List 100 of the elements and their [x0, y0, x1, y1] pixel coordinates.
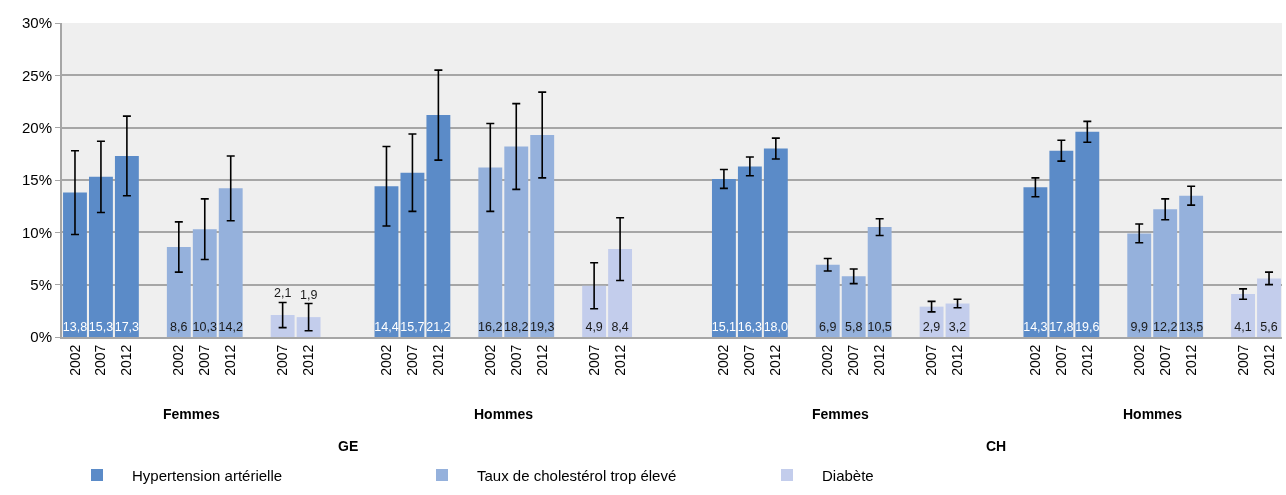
x-tick-label: 2012	[118, 344, 135, 376]
x-tick-label: 2002	[378, 344, 395, 376]
data-label: 16,2	[478, 320, 503, 334]
data-label: 6,9	[819, 320, 837, 334]
x-tick-label: 2012	[533, 344, 550, 376]
text: Femmes	[163, 406, 221, 422]
x-tick-label: 2002	[1130, 344, 1147, 376]
bar	[841, 276, 866, 337]
bar	[218, 188, 243, 337]
data-label: 4,9	[585, 320, 603, 334]
bar	[504, 146, 529, 337]
bar	[1257, 278, 1281, 337]
legend-label: Diabète	[822, 466, 874, 484]
bar	[1179, 195, 1204, 337]
bar	[270, 315, 295, 337]
x-tick-label: 2007	[274, 344, 291, 376]
bar	[63, 192, 87, 337]
x-tick-label: 2007	[741, 344, 758, 376]
x-tick-label: 2012	[871, 344, 888, 376]
y-tick-label: 15%	[21, 171, 52, 189]
legend-label: Taux de cholestérol trop élevé	[477, 466, 677, 484]
y-tick-label: 25%	[21, 66, 52, 84]
data-label: 15,3	[88, 320, 114, 334]
data-label: 18,0	[763, 320, 789, 334]
x-tick-label: 2002	[481, 344, 498, 376]
data-label: 10,5	[867, 320, 892, 334]
x-tick-label: 2002	[715, 344, 732, 376]
x-tick-label: 2007	[196, 344, 213, 376]
data-label: 12,2	[1153, 320, 1178, 334]
x-tick-label: 2012	[1078, 344, 1095, 376]
x-tick-label: 2002	[1026, 344, 1043, 376]
bar	[426, 115, 451, 337]
bar	[400, 172, 425, 337]
y-tick-label: 0%	[30, 328, 52, 346]
data-label: 2,9	[922, 320, 941, 334]
y-tick-label: 30%	[21, 14, 52, 32]
data-label: 16,3	[737, 320, 763, 334]
text: Hommes	[1123, 406, 1183, 422]
data-label: 10,3	[192, 320, 217, 334]
y-tick-label: 5%	[30, 275, 52, 293]
data-label: 19,6	[1075, 320, 1100, 334]
bar	[815, 264, 840, 337]
bar	[763, 148, 788, 337]
data-label: 19,3	[530, 320, 555, 334]
x-tick-label: 2012	[611, 344, 628, 376]
bar	[374, 186, 399, 337]
text: GE	[338, 438, 359, 454]
x-tick-label: 2007	[507, 344, 524, 376]
x-tick-label: 2002	[819, 344, 836, 376]
bar	[478, 167, 503, 337]
data-label: 18,2	[504, 320, 529, 334]
x-tick-label: 2007	[1234, 344, 1251, 376]
legend-label: Hypertension artérielle	[132, 466, 283, 484]
data-label: 9,9	[1130, 320, 1148, 334]
data-label: 14,4	[374, 320, 399, 334]
data-label: 1,9	[300, 288, 318, 302]
bar	[1231, 294, 1255, 337]
bar	[1153, 209, 1178, 337]
data-label: 13,5	[1178, 320, 1204, 334]
x-tick-label: 2007	[923, 344, 940, 376]
data-label: 17,3	[114, 320, 140, 334]
x-tick-label: 2012	[767, 344, 784, 376]
x-tick-label: 2012	[1182, 344, 1199, 376]
data-label: 4,1	[1234, 320, 1252, 334]
bar	[166, 246, 191, 337]
bar	[711, 178, 736, 337]
bar	[296, 317, 321, 337]
x-tick-label: 2012	[1260, 344, 1277, 376]
bar	[1049, 150, 1074, 337]
x-tick-label: 2007	[92, 344, 109, 376]
y-tick-label: 10%	[21, 223, 52, 241]
x-tick-label: 2007	[1052, 344, 1069, 376]
data-label: 2,1	[274, 286, 292, 300]
x-tick-label: 2002	[66, 344, 83, 376]
data-label: 8,4	[611, 320, 629, 334]
bar	[1075, 131, 1100, 337]
bar	[114, 155, 139, 337]
bar	[530, 134, 555, 337]
data-label: 8,6	[170, 320, 188, 334]
data-label: 15,7	[400, 320, 425, 334]
bar	[737, 166, 762, 337]
data-label: 14,2	[218, 320, 243, 334]
text: Hommes	[474, 406, 534, 422]
bar	[1127, 233, 1152, 337]
x-tick-label: 2007	[585, 344, 602, 376]
data-label: 5,6	[1260, 320, 1278, 334]
data-label: 13,8	[62, 320, 88, 334]
x-tick-label: 2002	[170, 344, 187, 376]
bar	[867, 227, 892, 337]
data-label: 21,2	[426, 320, 451, 334]
data-label: 14,3	[1023, 320, 1048, 334]
text: Femmes	[812, 406, 870, 422]
data-label: 17,8	[1049, 320, 1074, 334]
data-label: 15,1	[711, 320, 737, 334]
text: CH	[986, 438, 1007, 454]
x-tick-label: 2007	[1156, 344, 1173, 376]
x-tick-label: 2007	[403, 344, 420, 376]
x-tick-label: 2012	[222, 344, 239, 376]
y-tick-label: 20%	[21, 118, 52, 136]
bar	[1023, 187, 1048, 337]
